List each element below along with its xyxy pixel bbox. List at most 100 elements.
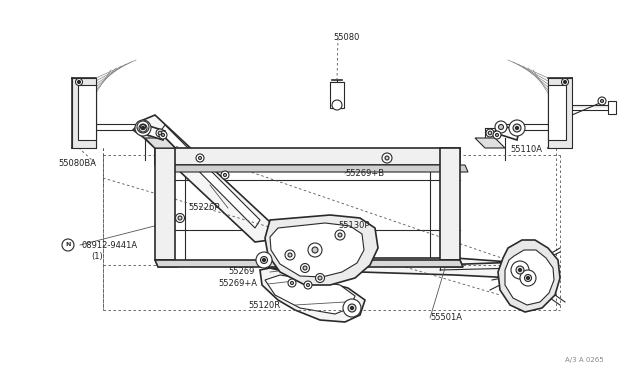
Polygon shape: [72, 78, 96, 148]
Text: A/3 A 0265: A/3 A 0265: [565, 357, 604, 363]
Circle shape: [525, 275, 531, 282]
Polygon shape: [155, 260, 463, 267]
Circle shape: [499, 125, 504, 129]
Polygon shape: [155, 260, 178, 267]
Polygon shape: [78, 85, 96, 140]
Polygon shape: [440, 148, 460, 260]
Polygon shape: [475, 138, 505, 148]
Circle shape: [318, 276, 322, 280]
Polygon shape: [260, 268, 365, 322]
Polygon shape: [495, 124, 519, 140]
Circle shape: [260, 257, 268, 263]
Circle shape: [488, 131, 492, 135]
Circle shape: [511, 261, 529, 279]
Circle shape: [312, 247, 318, 253]
Circle shape: [516, 266, 524, 274]
Polygon shape: [160, 165, 468, 172]
Circle shape: [527, 276, 529, 279]
Circle shape: [598, 97, 606, 105]
Circle shape: [221, 171, 229, 179]
Circle shape: [561, 78, 568, 86]
Circle shape: [520, 270, 536, 286]
Circle shape: [223, 173, 227, 176]
Text: 55080: 55080: [333, 33, 360, 42]
Circle shape: [62, 239, 74, 251]
Circle shape: [486, 129, 494, 137]
Polygon shape: [155, 148, 460, 165]
Text: 55269+B: 55269+B: [345, 169, 384, 177]
Text: 55080BA: 55080BA: [58, 158, 96, 167]
Circle shape: [513, 124, 521, 132]
Text: 55501A: 55501A: [430, 314, 462, 323]
Circle shape: [316, 273, 324, 282]
Text: 55110A: 55110A: [510, 145, 542, 154]
Circle shape: [308, 243, 322, 257]
Circle shape: [141, 126, 145, 129]
Circle shape: [256, 252, 272, 268]
Circle shape: [307, 283, 310, 286]
Circle shape: [343, 299, 361, 317]
Circle shape: [382, 153, 392, 163]
Circle shape: [198, 157, 202, 160]
Polygon shape: [440, 260, 463, 267]
Circle shape: [159, 131, 167, 139]
Circle shape: [600, 99, 604, 103]
Circle shape: [493, 131, 501, 139]
Text: (1): (1): [91, 253, 103, 262]
Polygon shape: [608, 101, 616, 114]
Circle shape: [348, 304, 356, 312]
Circle shape: [288, 279, 296, 287]
Circle shape: [495, 121, 507, 133]
Text: 08912-9441A: 08912-9441A: [82, 241, 138, 250]
Circle shape: [135, 120, 151, 136]
Polygon shape: [262, 252, 520, 278]
Polygon shape: [498, 240, 560, 312]
Circle shape: [563, 80, 566, 83]
Text: 55269+A: 55269+A: [218, 279, 257, 289]
Circle shape: [196, 154, 204, 162]
Text: 55269: 55269: [228, 267, 254, 276]
Polygon shape: [265, 215, 378, 285]
Circle shape: [262, 259, 266, 262]
Circle shape: [515, 126, 518, 129]
Circle shape: [338, 233, 342, 237]
Circle shape: [141, 125, 145, 129]
Circle shape: [178, 216, 182, 220]
Circle shape: [301, 263, 310, 273]
Text: N: N: [65, 243, 70, 247]
Circle shape: [161, 134, 164, 137]
Polygon shape: [505, 250, 554, 305]
Polygon shape: [160, 125, 260, 228]
Circle shape: [77, 80, 81, 83]
Circle shape: [335, 230, 345, 240]
Text: 55120R: 55120R: [248, 301, 280, 310]
Polygon shape: [270, 223, 364, 277]
Circle shape: [303, 266, 307, 270]
Circle shape: [285, 250, 295, 260]
Circle shape: [332, 100, 342, 110]
Polygon shape: [330, 82, 344, 108]
Circle shape: [156, 129, 164, 137]
Polygon shape: [133, 115, 278, 242]
Circle shape: [291, 282, 294, 285]
Circle shape: [351, 307, 353, 310]
Circle shape: [385, 156, 389, 160]
Circle shape: [288, 253, 292, 257]
Polygon shape: [141, 124, 165, 140]
Text: 55226P: 55226P: [188, 203, 220, 212]
Polygon shape: [265, 275, 355, 314]
Polygon shape: [548, 78, 572, 148]
Circle shape: [518, 269, 522, 272]
Polygon shape: [155, 148, 175, 260]
Circle shape: [76, 78, 83, 86]
Polygon shape: [548, 85, 566, 140]
Circle shape: [137, 121, 149, 133]
Text: 55130P: 55130P: [338, 221, 369, 230]
Circle shape: [509, 120, 525, 136]
Circle shape: [158, 131, 162, 135]
Circle shape: [495, 134, 499, 137]
Circle shape: [175, 214, 184, 222]
Circle shape: [139, 124, 147, 132]
Circle shape: [304, 281, 312, 289]
Polygon shape: [145, 138, 175, 148]
